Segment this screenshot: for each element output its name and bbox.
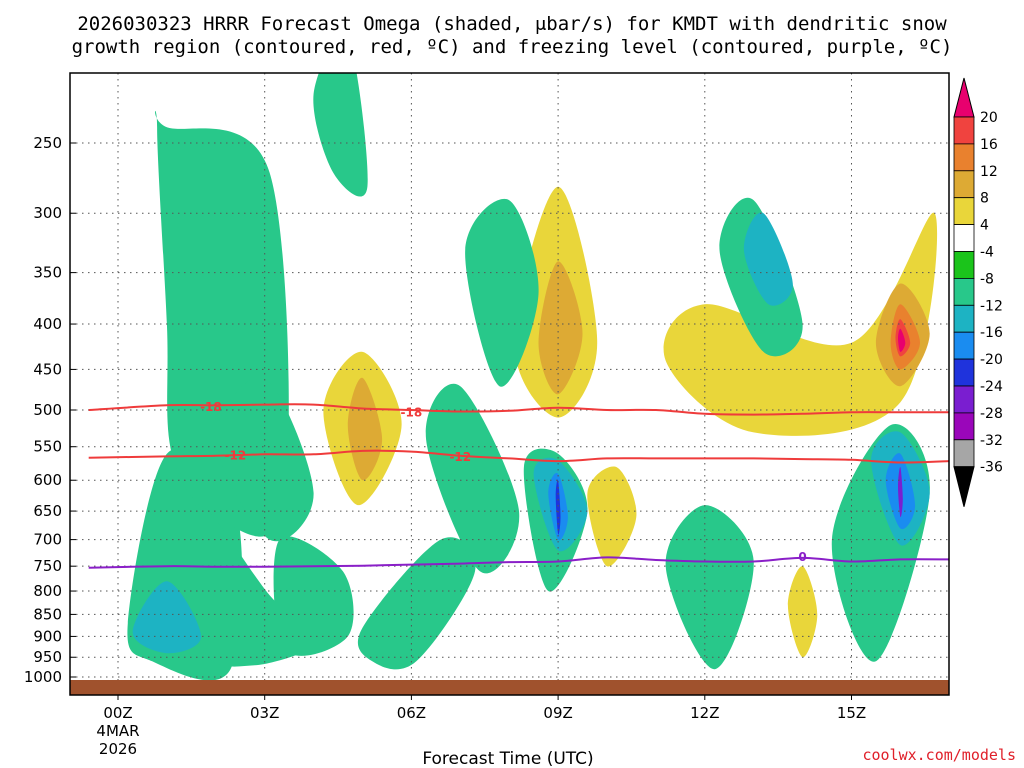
omega-region-pos20 <box>898 328 906 352</box>
colorbar-segment <box>953 358 975 387</box>
colorbar-segment <box>953 143 975 172</box>
omega-region-pos4 <box>663 212 938 436</box>
colorbar-segment <box>953 331 975 360</box>
contour-line-minus18 <box>88 403 949 416</box>
colorbar-label: -20 <box>980 352 1003 368</box>
y-tick-label: 650 <box>33 502 62 520</box>
colorbar-label: -36 <box>980 460 1003 476</box>
chart-title-line2: growth region (contoured, red, ºC) and f… <box>72 36 953 58</box>
y-tick-label: 250 <box>33 134 62 152</box>
colorbar-segment <box>953 412 975 441</box>
colorbar-segment <box>953 439 975 468</box>
colorbar-label: -4 <box>980 245 994 261</box>
omega-region-pos8 <box>347 377 383 481</box>
x-tick-label: 09Z <box>543 704 572 722</box>
y-tick-label: 550 <box>33 438 62 456</box>
y-tick-label: 750 <box>33 557 62 575</box>
colorbar-label: 4 <box>980 218 989 234</box>
y-tick-label: 900 <box>33 627 62 645</box>
contour-label: -18 <box>200 400 222 414</box>
omega-region-neg8 <box>215 376 314 542</box>
temperature-contours: -18 -18 -12 -12 0 <box>88 400 949 569</box>
x-tick-label: 00Z <box>103 704 132 722</box>
colorbar-label: 20 <box>980 110 998 126</box>
contour-label: -12 <box>449 450 471 464</box>
y-tick-label: 400 <box>33 315 62 333</box>
colorbar-segment <box>953 251 975 279</box>
credit-text: coolwx.com/models <box>862 746 1016 764</box>
y-axis-ticks: 250 300 350 400 450 500 550 600 650 700 750 800 850 9… <box>24 134 76 686</box>
chart-title-line1: 2026030323 HRRR Forecast Omega (shaded, … <box>77 13 947 35</box>
colorbar: 20 16 12 8 4 -4 -8 -12 -16 -20 -24 -28 -32 -36 <box>953 77 1003 507</box>
contour-label: -18 <box>401 405 423 419</box>
y-tick-label: 1000 <box>24 668 62 686</box>
y-tick-label: 950 <box>33 648 62 666</box>
colorbar-label: -32 <box>980 433 1003 449</box>
x-axis-label: Forecast Time (UTC) <box>422 749 593 768</box>
contour-line-0 <box>88 556 949 569</box>
colorbar-segment <box>953 385 975 414</box>
gridlines <box>70 73 949 695</box>
omega-region-neg8 <box>425 383 520 574</box>
colorbar-label: -16 <box>980 325 1003 341</box>
y-tick-label: 300 <box>33 204 62 222</box>
omega-region-neg24 <box>898 466 903 518</box>
y-tick-label: 700 <box>33 531 62 549</box>
date-day-label: 4MAR <box>96 722 139 740</box>
y-tick-label: 600 <box>33 471 62 489</box>
colorbar-bottom-triangle <box>953 466 975 507</box>
y-tick-label: 500 <box>33 401 62 419</box>
colorbar-segment <box>953 116 975 145</box>
colorbar-label: -8 <box>980 271 994 287</box>
y-tick-label: 850 <box>33 605 62 623</box>
omega-region-neg12 <box>132 581 202 654</box>
x-tick-label: 06Z <box>397 704 426 722</box>
colorbar-label: 8 <box>980 191 989 207</box>
x-tick-label: 15Z <box>837 704 866 722</box>
omega-region-neg8 <box>313 73 368 197</box>
omega-region-neg8 <box>357 537 476 670</box>
omega-region-neg8 <box>465 198 539 387</box>
omega-region-pos4 <box>787 566 818 658</box>
colorbar-segment <box>953 224 975 252</box>
omega-region-neg20 <box>555 479 561 535</box>
colorbar-label: 16 <box>980 137 998 153</box>
x-tick-label: 03Z <box>250 704 279 722</box>
contour-label: 0 <box>798 550 806 564</box>
colorbar-top-triangle <box>953 77 975 118</box>
y-tick-label: 350 <box>33 264 62 282</box>
colorbar-label: -12 <box>980 298 1003 314</box>
y-tick-label: 450 <box>33 360 62 378</box>
colorbar-label: -28 <box>980 406 1003 422</box>
colorbar-label: -24 <box>980 379 1003 395</box>
contour-label: -12 <box>225 449 247 463</box>
y-tick-label: 800 <box>33 582 62 600</box>
colorbar-segment <box>953 170 975 199</box>
x-tick-label: 12Z <box>690 704 719 722</box>
colorbar-label: 12 <box>980 164 998 180</box>
omega-region-neg12 <box>743 212 793 306</box>
omega-region-neg8 <box>665 505 754 670</box>
colorbar-segment <box>953 277 975 306</box>
contour-line-minus12 <box>88 449 949 464</box>
ground-surface-strip <box>70 680 949 695</box>
plot-frame <box>69 72 950 696</box>
x-axis-ticks: 00Z 03Z 06Z 09Z 12Z 15Z <box>103 695 866 722</box>
date-year-label: 2026 <box>99 740 137 758</box>
colorbar-segment <box>953 304 975 333</box>
omega-shading-layer <box>127 73 938 681</box>
omega-region-pos8 <box>538 261 583 395</box>
omega-region-pos4 <box>587 466 637 567</box>
colorbar-segment <box>953 197 975 225</box>
